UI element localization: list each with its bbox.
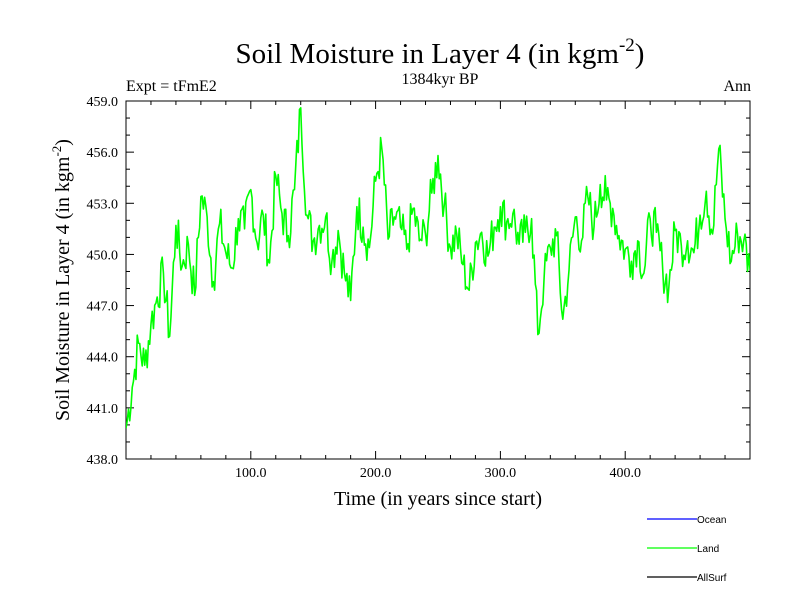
y-tick-label: 456.0 <box>87 146 119 161</box>
y-tick-label: 459.0 <box>87 95 119 110</box>
legend-label-ocean: Ocean <box>697 515 726 526</box>
y-axis-ticks <box>126 117 750 443</box>
legend-label-allsurf: AllSurf <box>697 573 727 584</box>
legend-label-land: Land <box>697 544 719 555</box>
y-tick-label: 447.0 <box>87 300 119 315</box>
x-axis-ticks <box>150 101 726 459</box>
x-tick-label: 300.0 <box>485 466 517 481</box>
series-line-land <box>126 107 750 429</box>
x-tick-label: 400.0 <box>609 466 641 481</box>
chart-subtitle: 1384kyr BP <box>402 71 479 88</box>
y-tick-label: 441.0 <box>87 402 119 417</box>
y-tick-label: 453.0 <box>87 197 119 212</box>
x-tick-label: 100.0 <box>235 466 267 481</box>
legend: Ocean Land AllSurf <box>647 515 727 584</box>
y-tick-label: 450.0 <box>87 248 119 263</box>
y-tick-label: 444.0 <box>87 351 119 366</box>
x-axis-label: Time (in years since start) <box>334 488 542 510</box>
season-label: Ann <box>723 78 751 95</box>
chart-title: Soil Moisture in Layer 4 (in kgm-2) <box>236 35 645 70</box>
experiment-label: Expt = tFmE2 <box>126 78 217 95</box>
x-axis-tick-labels: 100.0 200.0 300.0 400.0 <box>235 466 641 481</box>
y-axis-label: Soil Moisture in Layer 4 (in kgm-2) <box>49 139 74 421</box>
plot-frame <box>125 100 751 460</box>
x-tick-label: 200.0 <box>360 466 392 481</box>
y-axis-tick-labels: 438.0 441.0 444.0 447.0 450.0 453.0 456.0 459.0 <box>87 95 119 468</box>
y-tick-label: 438.0 <box>87 453 119 468</box>
